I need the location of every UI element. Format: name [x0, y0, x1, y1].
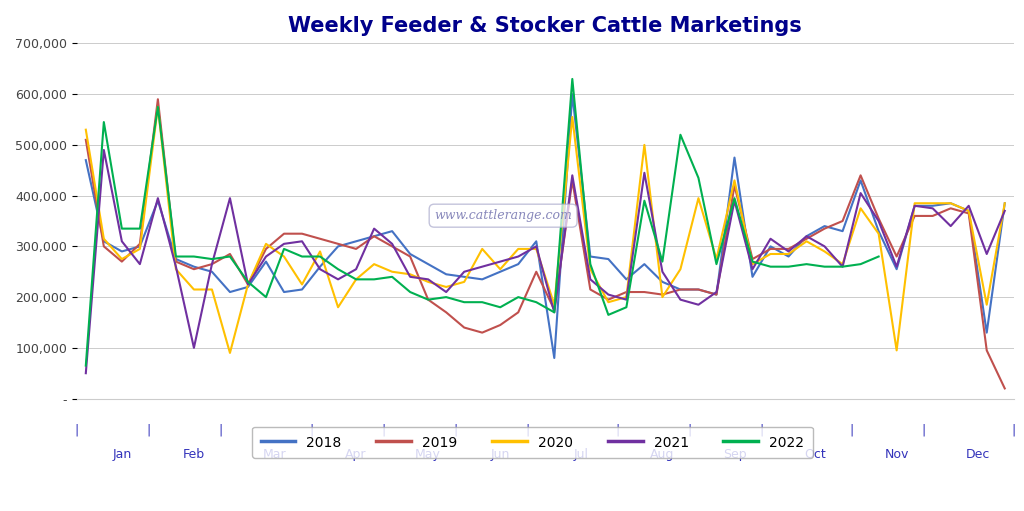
2019 — [80, 137, 92, 143]
Text: |: | — [146, 424, 151, 436]
Text: |: | — [850, 424, 854, 436]
Text: Sep: Sep — [723, 448, 746, 461]
2021 — [692, 301, 705, 308]
Text: |: | — [381, 424, 385, 436]
2020 — [170, 266, 182, 272]
2021 — [80, 370, 92, 376]
Text: Oct: Oct — [805, 448, 826, 461]
Text: Nov: Nov — [885, 448, 909, 461]
2020 — [711, 256, 723, 262]
2021 — [656, 269, 669, 275]
2021 — [998, 208, 1011, 214]
2020 — [224, 350, 237, 356]
Text: |: | — [615, 424, 620, 436]
2018 — [674, 287, 686, 293]
2018 — [404, 251, 417, 257]
Text: www.cattlerange.com: www.cattlerange.com — [434, 209, 572, 222]
Text: |: | — [1012, 424, 1016, 436]
Text: Feb: Feb — [183, 448, 205, 461]
2018 — [566, 91, 579, 97]
Text: Jan: Jan — [113, 448, 131, 461]
Text: Jul: Jul — [573, 448, 589, 461]
Text: Mar: Mar — [263, 448, 287, 461]
2020 — [602, 299, 614, 305]
2019 — [152, 96, 164, 102]
Line: 2022: 2022 — [86, 79, 879, 365]
2018 — [998, 200, 1011, 206]
Line: 2018: 2018 — [86, 94, 1005, 358]
Text: |: | — [75, 424, 79, 436]
2020 — [548, 301, 560, 308]
Text: |: | — [760, 424, 764, 436]
Text: |: | — [525, 424, 529, 436]
Title: Weekly Feeder & Stocker Cattle Marketings: Weekly Feeder & Stocker Cattle Marketing… — [289, 16, 802, 36]
Text: Aug: Aug — [650, 448, 675, 461]
2019 — [530, 269, 543, 275]
Text: |: | — [922, 424, 926, 436]
2018 — [152, 198, 164, 204]
Text: |: | — [309, 424, 313, 436]
2018 — [711, 291, 723, 297]
2022 — [512, 294, 524, 300]
Text: Jun: Jun — [490, 448, 510, 461]
Text: Dec: Dec — [966, 448, 990, 461]
2019 — [692, 287, 705, 293]
2022 — [404, 289, 417, 295]
2019 — [422, 296, 434, 303]
Line: 2020: 2020 — [86, 107, 1005, 353]
2019 — [944, 205, 956, 212]
2020 — [80, 127, 92, 133]
2018 — [80, 157, 92, 163]
2021 — [944, 223, 956, 229]
Text: |: | — [453, 424, 458, 436]
Line: 2019: 2019 — [86, 99, 1005, 388]
2022 — [638, 198, 650, 204]
2021 — [170, 264, 182, 270]
Text: |: | — [219, 424, 223, 436]
Text: Apr: Apr — [345, 448, 367, 461]
2021 — [97, 147, 110, 153]
2020 — [152, 104, 164, 110]
2022 — [674, 132, 686, 138]
Text: May: May — [415, 448, 441, 461]
2019 — [656, 291, 669, 297]
2019 — [170, 259, 182, 265]
2018 — [602, 256, 614, 262]
Legend: 2018, 2019, 2020, 2021, 2022: 2018, 2019, 2020, 2021, 2022 — [252, 427, 813, 458]
2018 — [512, 261, 524, 267]
Text: |: | — [687, 424, 691, 436]
2020 — [674, 266, 686, 272]
2021 — [530, 243, 543, 249]
2020 — [440, 284, 453, 290]
2018 — [548, 355, 560, 361]
2022 — [152, 104, 164, 110]
2019 — [998, 385, 1011, 391]
2022 — [80, 362, 92, 368]
2021 — [422, 276, 434, 283]
2020 — [998, 200, 1011, 206]
Line: 2021: 2021 — [86, 150, 1005, 373]
